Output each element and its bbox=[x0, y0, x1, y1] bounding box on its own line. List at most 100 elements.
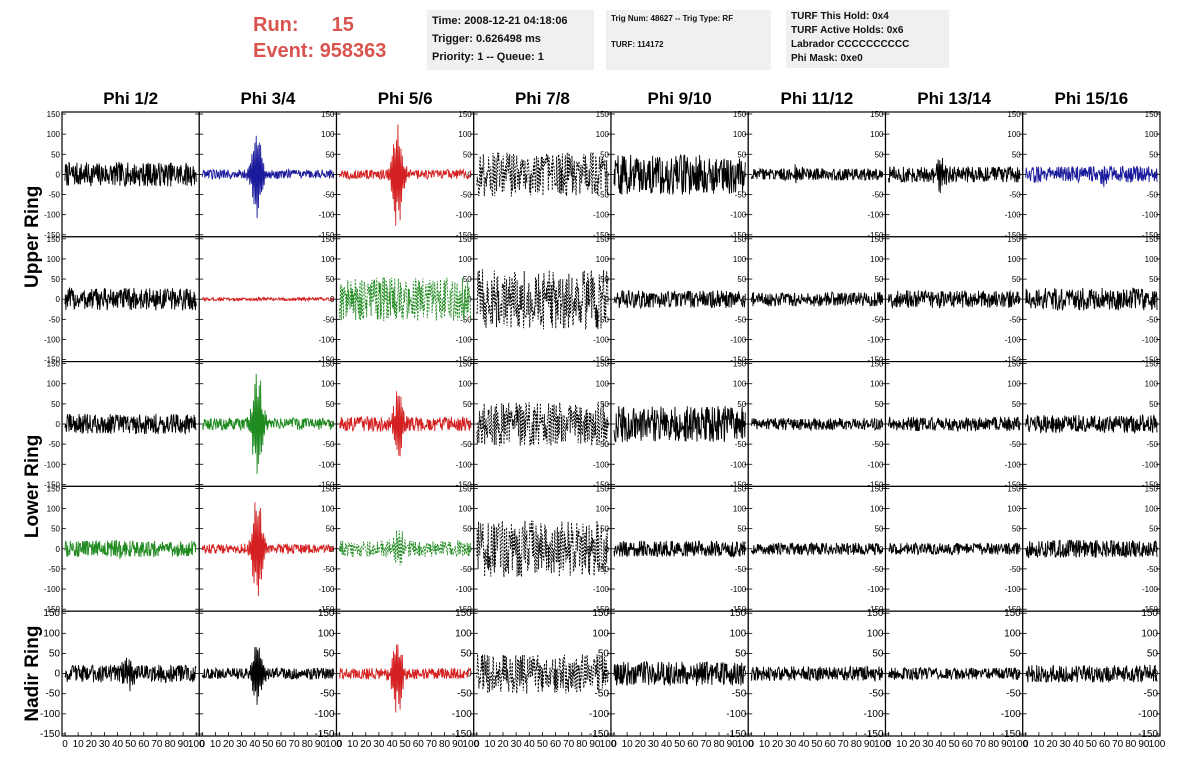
x-tick-label: 90 bbox=[1138, 739, 1150, 750]
column-header: Phi 5/6 bbox=[378, 89, 433, 108]
y-tick-label: 50 bbox=[326, 150, 335, 159]
y-tick-label: 150 bbox=[596, 110, 610, 119]
y-tick-label: -150 bbox=[589, 729, 609, 740]
x-tick-label: 40 bbox=[386, 739, 398, 750]
y-tick-label: 0 bbox=[1016, 420, 1021, 429]
panel-frame bbox=[473, 111, 612, 238]
x-tick-label: 80 bbox=[302, 739, 314, 750]
y-tick-label: 150 bbox=[870, 235, 884, 244]
y-tick-label: -100 bbox=[589, 709, 609, 720]
y-tick-label: 50 bbox=[1149, 525, 1158, 534]
y-tick-label: 50 bbox=[1012, 400, 1021, 409]
x-tick-label: 100 bbox=[462, 739, 479, 750]
y-tick-label: 150 bbox=[318, 608, 335, 619]
waveform-trace bbox=[750, 164, 883, 184]
y-tick-label: -150 bbox=[726, 729, 746, 740]
y-tick-label: 150 bbox=[47, 484, 61, 493]
y-tick-label: -50 bbox=[1144, 689, 1159, 700]
x-tick-label: 50 bbox=[262, 739, 274, 750]
y-tick-label: 100 bbox=[43, 628, 60, 639]
y-tick-label: -150 bbox=[456, 356, 473, 365]
y-tick-label: -50 bbox=[732, 689, 747, 700]
y-tick-label: -150 bbox=[730, 231, 747, 240]
x-tick-label: 0 bbox=[886, 739, 892, 750]
y-tick-label: -150 bbox=[867, 605, 884, 614]
y-tick-label: 50 bbox=[600, 150, 609, 159]
waveform-trace bbox=[339, 644, 472, 713]
y-tick-label: 50 bbox=[737, 150, 746, 159]
waveform-trace bbox=[201, 295, 334, 303]
waveform-trace bbox=[201, 135, 334, 219]
trigger-text: Trigger: 0.626498 ms bbox=[432, 33, 541, 45]
y-tick-label: 50 bbox=[323, 648, 335, 659]
run-event-block: Run: 15 Event: 958363 bbox=[253, 12, 386, 64]
waveform-trace bbox=[64, 539, 197, 560]
y-tick-label: 0 bbox=[329, 669, 335, 680]
x-tick-label: 60 bbox=[275, 739, 287, 750]
x-tick-label: 50 bbox=[125, 739, 137, 750]
y-tick-label: 50 bbox=[463, 400, 472, 409]
waveform-trace bbox=[339, 391, 472, 457]
y-tick-label: 0 bbox=[879, 545, 884, 554]
x-tick-label: 70 bbox=[1112, 739, 1124, 750]
x-tick-label: 0 bbox=[748, 739, 754, 750]
y-tick-label: 50 bbox=[735, 648, 747, 659]
y-tick-label: 100 bbox=[458, 255, 472, 264]
y-tick-label: -100 bbox=[867, 460, 884, 469]
y-tick-label: -150 bbox=[1142, 605, 1159, 614]
y-tick-label: 100 bbox=[592, 628, 609, 639]
y-tick-label: 100 bbox=[1007, 130, 1021, 139]
y-tick-label: 50 bbox=[875, 525, 884, 534]
waveform-trace bbox=[476, 401, 609, 447]
waveform-trace bbox=[888, 289, 1021, 310]
y-tick-label: -150 bbox=[318, 356, 335, 365]
x-tick-label: 40 bbox=[661, 739, 673, 750]
waveform-trace bbox=[476, 520, 609, 578]
y-tick-label: 100 bbox=[870, 255, 884, 264]
y-tick-label: 50 bbox=[49, 648, 61, 659]
y-tick-label: 150 bbox=[733, 110, 747, 119]
y-tick-label: 150 bbox=[596, 360, 610, 369]
y-tick-label: -50 bbox=[597, 565, 609, 574]
y-tick-label: -50 bbox=[735, 440, 747, 449]
y-tick-label: 50 bbox=[51, 275, 60, 284]
event-line: Event: 958363 bbox=[253, 38, 386, 64]
x-tick-label: 70 bbox=[975, 739, 987, 750]
y-tick-label: -100 bbox=[1005, 460, 1022, 469]
y-tick-label: -150 bbox=[44, 480, 61, 489]
y-tick-label: 50 bbox=[600, 525, 609, 534]
x-tick-label: 80 bbox=[1125, 739, 1137, 750]
waveform-trace bbox=[201, 373, 334, 474]
y-tick-label: 0 bbox=[1154, 545, 1159, 554]
waveform-trace bbox=[1025, 287, 1158, 312]
y-tick-label: 50 bbox=[875, 400, 884, 409]
y-tick-label: -100 bbox=[1005, 211, 1022, 220]
y-tick-label: 150 bbox=[1145, 360, 1159, 369]
y-tick-label: 100 bbox=[321, 380, 335, 389]
y-tick-label: 100 bbox=[1141, 628, 1158, 639]
waveform-trace bbox=[750, 541, 883, 557]
y-tick-label: -100 bbox=[318, 585, 335, 594]
y-tick-label: 150 bbox=[870, 110, 884, 119]
y-tick-label: 150 bbox=[870, 360, 884, 369]
waveform-trace bbox=[339, 124, 472, 226]
y-tick-label: 150 bbox=[1007, 360, 1021, 369]
y-tick-label: 100 bbox=[596, 255, 610, 264]
column-header: Phi 7/8 bbox=[515, 89, 570, 108]
y-tick-label: 100 bbox=[47, 130, 61, 139]
x-tick-label: 90 bbox=[452, 739, 464, 750]
x-tick-label: 70 bbox=[426, 739, 438, 750]
x-tick-label: 50 bbox=[1086, 739, 1098, 750]
x-tick-label: 100 bbox=[600, 739, 617, 750]
x-tick-label: 80 bbox=[164, 739, 176, 750]
y-tick-label: 50 bbox=[600, 275, 609, 284]
y-tick-label: -50 bbox=[323, 315, 335, 324]
y-tick-label: 100 bbox=[733, 505, 747, 514]
x-tick-label: 0 bbox=[199, 739, 205, 750]
y-tick-label: -50 bbox=[597, 191, 609, 200]
waveform-trace bbox=[888, 541, 1021, 556]
y-tick-label: -150 bbox=[318, 231, 335, 240]
x-tick-label: 70 bbox=[151, 739, 163, 750]
waveform-trace bbox=[750, 417, 883, 432]
y-tick-label: 50 bbox=[463, 525, 472, 534]
